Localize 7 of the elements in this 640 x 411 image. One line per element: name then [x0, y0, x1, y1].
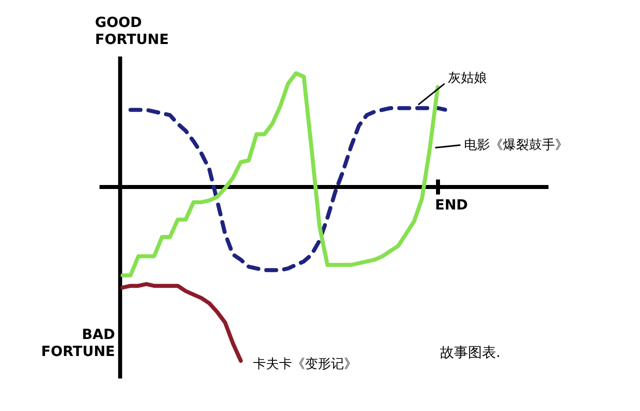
- series-label: 灰姑娘: [448, 71, 488, 86]
- text: GOOD FORTUNE: [95, 15, 169, 48]
- series-label: 卡夫卡《变形记》: [252, 356, 357, 372]
- text: 电影《爆裂鼓手》: [464, 138, 568, 154]
- annotation: END: [435, 198, 468, 214]
- annotation: 故事图表.: [440, 345, 500, 361]
- text: BAD FORTUNE: [41, 327, 115, 360]
